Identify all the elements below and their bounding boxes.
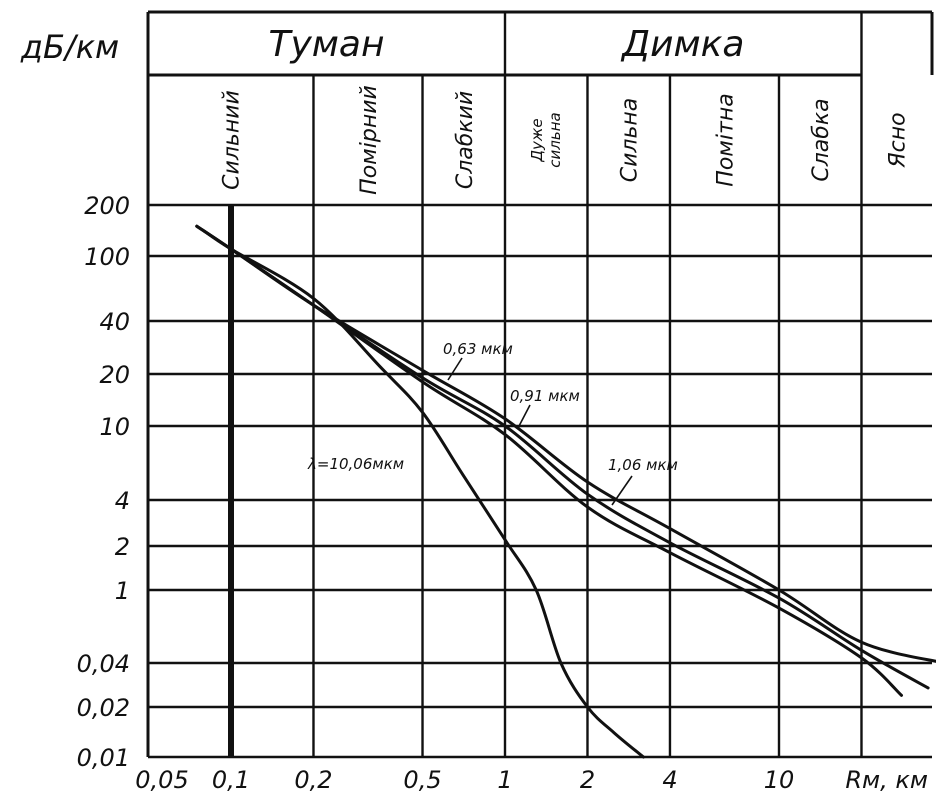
series-layer (195, 224, 936, 759)
visibility-category: Дуже сильна (528, 112, 564, 167)
y-tick-label: 100 (84, 243, 130, 271)
series-annotation: 0,63 мкм (443, 340, 513, 358)
y-tick-label: 1 (115, 577, 130, 605)
x-tick-label: 1 (497, 766, 512, 794)
header-group-label: Туман (268, 24, 384, 65)
y-tick-label: 0,01 (77, 744, 130, 772)
visibility-category: Сильна (618, 98, 643, 183)
visibility-category: Помітна (713, 93, 738, 186)
y-tick-label: 2 (115, 533, 130, 561)
visibility-category-line: сильна (546, 112, 564, 167)
visibility-category: Сильний (220, 90, 245, 190)
x-tick-label: 0,05 (135, 766, 188, 794)
visibility-category: Слабкий (453, 91, 478, 189)
annotation-leader (447, 357, 463, 381)
chart-frame (146, 10, 934, 757)
visibility-category-label: Помітна (713, 93, 738, 186)
series-line (202, 229, 645, 759)
series-annotation: λ=10,06мкм (307, 455, 404, 473)
label-layer: Туман Димка Сильний Помірний Слабкий Дуже силь… (20, 24, 928, 794)
x-unit-label: Rм, км (845, 766, 928, 794)
y-tick-label: 0,04 (77, 650, 130, 678)
y-tick-label: 40 (99, 308, 130, 336)
x-tick-label: 0,1 (212, 766, 250, 794)
series-annotation: 0,91 мкм (510, 387, 580, 405)
visibility-category-line: Дуже (528, 118, 546, 162)
series-line (195, 224, 936, 663)
y-tick-label: 20 (99, 361, 130, 389)
visibility-category-label: Помірний (357, 85, 382, 195)
x-tick-label: 10 (764, 766, 795, 794)
visibility-category: Слабка (809, 98, 834, 181)
series-line (195, 224, 930, 690)
annotation-leader (611, 475, 633, 506)
series-line (195, 224, 903, 697)
y-unit-label: дБ/км (20, 28, 119, 66)
header-group-label: Димка (620, 24, 744, 65)
y-tick-label: 0,02 (77, 694, 130, 722)
x-tick-label: 2 (580, 766, 595, 794)
visibility-category-label: Слабка (809, 98, 834, 181)
grid-layer (148, 12, 932, 759)
x-tick-label: 0,5 (403, 766, 441, 794)
y-tick-label: 4 (115, 487, 130, 515)
visibility-category-label: Слабкий (453, 91, 478, 189)
y-tick-label: 200 (84, 192, 130, 220)
y-tick-label: 10 (99, 413, 130, 441)
visibility-category-label: Ясно (886, 112, 911, 168)
visibility-category-label: Сильна (618, 98, 643, 183)
visibility-category-label: Сильний (220, 90, 245, 190)
x-tick-label: 0,2 (294, 766, 332, 794)
x-tick-label: 4 (662, 766, 677, 794)
series-annotation: 1,06 мкм (608, 456, 678, 474)
annotation-leader (517, 404, 531, 429)
visibility-category: Помірний (357, 85, 382, 195)
visibility-category: Ясно (886, 112, 911, 168)
